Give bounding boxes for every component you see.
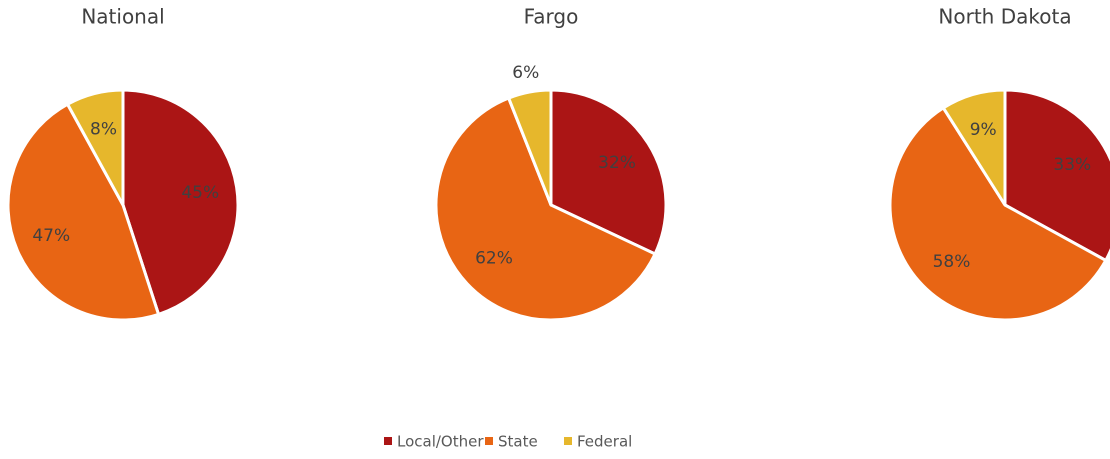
legend-label: Local/Other: [397, 433, 484, 451]
data-label: 47%: [32, 226, 70, 246]
legend-swatch: [564, 437, 572, 445]
data-label: 9%: [970, 120, 997, 140]
data-label: 8%: [90, 119, 117, 139]
legend-label: State: [498, 433, 538, 451]
chart-title: Fargo: [524, 5, 579, 29]
data-label: 62%: [475, 249, 513, 269]
pie-slice: [507, 88, 553, 207]
legend-swatch: [485, 437, 493, 445]
pie-slice: [434, 96, 657, 322]
legend-label: Federal: [577, 433, 632, 451]
pie-slice: [941, 88, 1007, 207]
chart-title: National: [81, 5, 164, 29]
pie-slice: [888, 106, 1108, 322]
data-label: 58%: [933, 252, 971, 272]
data-label: 33%: [1053, 155, 1091, 175]
chart-title: North Dakota: [938, 5, 1071, 29]
pie-slice: [549, 88, 668, 256]
data-label: 6%: [512, 63, 539, 83]
pie-slice: [66, 88, 125, 207]
legend-swatch: [384, 437, 392, 445]
data-label: 45%: [181, 183, 219, 203]
pie-slice: [121, 88, 240, 316]
data-label: 32%: [598, 153, 636, 173]
pie-slice: [6, 102, 161, 322]
